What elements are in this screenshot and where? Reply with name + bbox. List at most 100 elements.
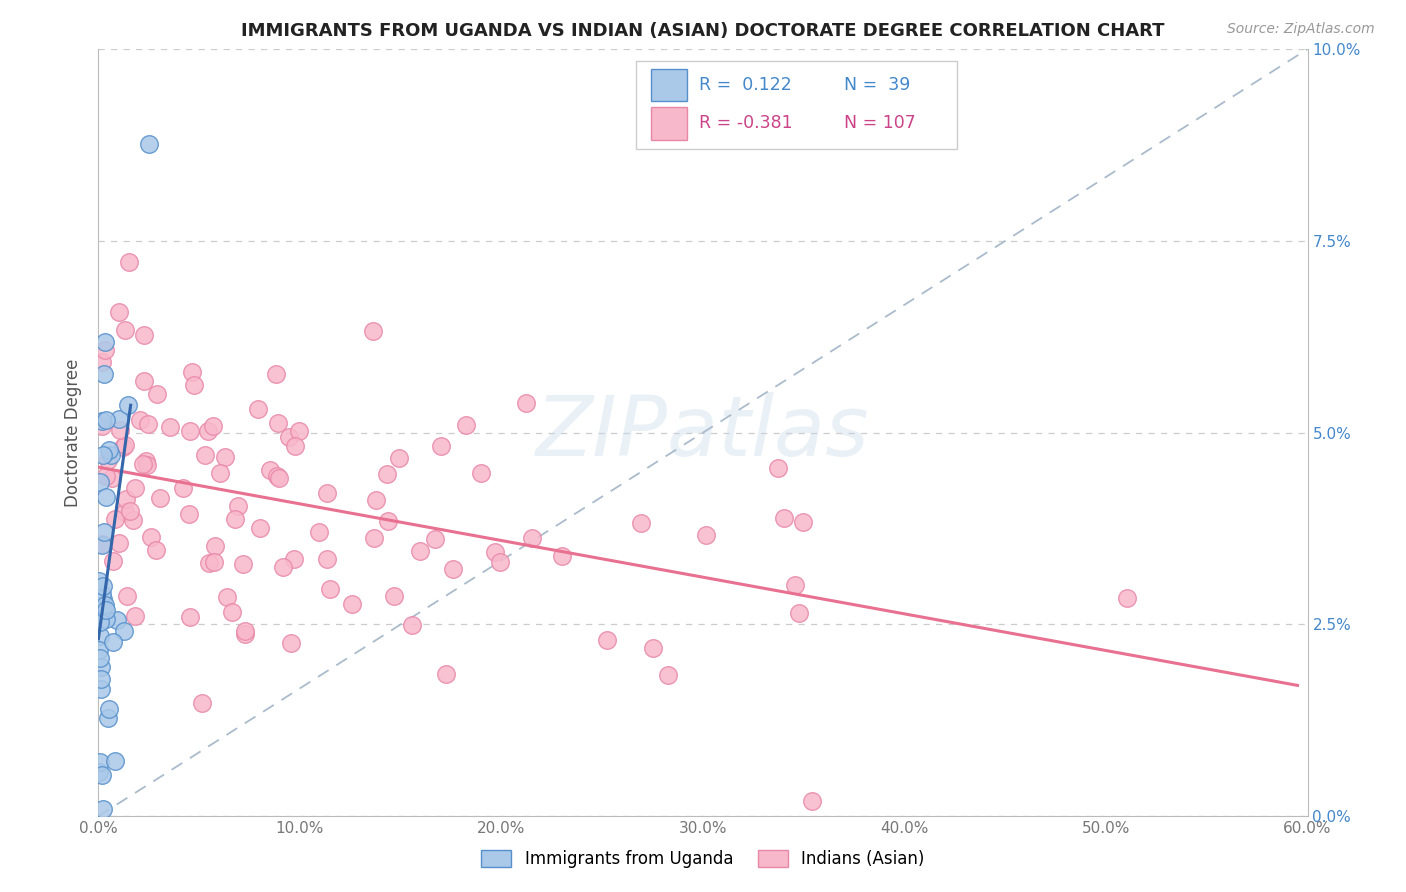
Point: [283, 552, 305, 566]
Point: [139, 530, 162, 544]
Point: [217, 591, 239, 605]
Point: [96, 603, 118, 617]
Point: [425, 532, 447, 546]
Point: [122, 513, 145, 527]
Point: [202, 418, 225, 433]
Point: [363, 324, 385, 338]
Point: [91, 603, 114, 617]
Point: [94, 612, 117, 626]
Point: [108, 305, 131, 319]
Point: [93, 367, 115, 381]
Text: R = -0.381: R = -0.381: [699, 114, 793, 133]
Point: [90, 681, 112, 696]
Point: [489, 555, 512, 569]
Point: [363, 531, 385, 545]
Text: N = 107: N = 107: [845, 114, 917, 133]
Point: [515, 396, 537, 410]
Point: [179, 424, 201, 438]
Point: [441, 562, 464, 576]
Point: [284, 439, 307, 453]
Point: [233, 624, 256, 638]
Point: [114, 322, 136, 336]
Point: [259, 463, 281, 477]
Point: [319, 582, 342, 596]
Point: [315, 552, 337, 566]
Point: [101, 634, 124, 648]
Text: R =  0.122: R = 0.122: [699, 76, 792, 95]
Point: [136, 458, 159, 473]
Point: [434, 666, 457, 681]
Point: [120, 504, 142, 518]
Point: [89, 615, 111, 630]
Point: [377, 514, 399, 528]
Point: [124, 481, 146, 495]
Point: [630, 516, 652, 530]
Point: [800, 794, 823, 808]
Point: [643, 640, 665, 655]
Point: [91, 538, 114, 552]
Point: [103, 554, 125, 568]
Point: [138, 136, 160, 151]
Point: [249, 521, 271, 535]
Point: [596, 632, 619, 647]
Point: [89, 574, 111, 588]
Point: [104, 754, 127, 768]
Point: [93, 525, 115, 540]
Point: [214, 450, 236, 465]
Point: [316, 485, 339, 500]
Point: [91, 767, 114, 781]
Point: [117, 255, 139, 269]
Point: [132, 327, 155, 342]
Point: [179, 507, 201, 521]
Point: [221, 605, 243, 619]
Point: [89, 651, 111, 665]
Point: [172, 481, 194, 495]
Point: [97, 702, 120, 716]
Bar: [637, 61, 957, 149]
Point: [484, 545, 506, 559]
Point: [89, 764, 111, 779]
Point: [191, 696, 214, 710]
Point: [409, 544, 432, 558]
Point: [112, 441, 135, 455]
Point: [384, 589, 406, 603]
Point: [128, 413, 150, 427]
Point: [91, 591, 114, 606]
Point: [107, 613, 129, 627]
Y-axis label: Doctorate Degree: Doctorate Degree: [65, 359, 83, 507]
Point: [135, 454, 157, 468]
Point: [278, 430, 301, 444]
Point: [232, 557, 254, 571]
Point: [264, 367, 287, 381]
Point: [91, 579, 114, 593]
Point: [430, 439, 453, 453]
Point: [91, 801, 114, 815]
Text: Source: ZipAtlas.com: Source: ZipAtlas.com: [1227, 22, 1375, 37]
Point: [194, 448, 217, 462]
Point: [93, 343, 115, 357]
Point: [551, 549, 574, 563]
Point: [366, 492, 388, 507]
Point: [90, 587, 112, 601]
Point: [401, 618, 423, 632]
Point: [97, 453, 120, 467]
Point: [792, 515, 814, 529]
Point: [308, 524, 330, 539]
Point: [132, 457, 155, 471]
Point: [159, 420, 181, 434]
Point: [288, 424, 311, 438]
Point: [267, 416, 290, 430]
Point: [375, 467, 398, 482]
Point: [149, 491, 172, 505]
Point: [100, 448, 122, 462]
Point: [136, 417, 159, 432]
Point: [89, 475, 111, 489]
Point: [89, 643, 111, 657]
Point: [91, 355, 114, 369]
Point: [107, 412, 129, 426]
Point: [202, 555, 225, 569]
Point: [266, 469, 288, 483]
Point: [146, 386, 169, 401]
Point: [90, 660, 112, 674]
Point: [115, 492, 138, 507]
